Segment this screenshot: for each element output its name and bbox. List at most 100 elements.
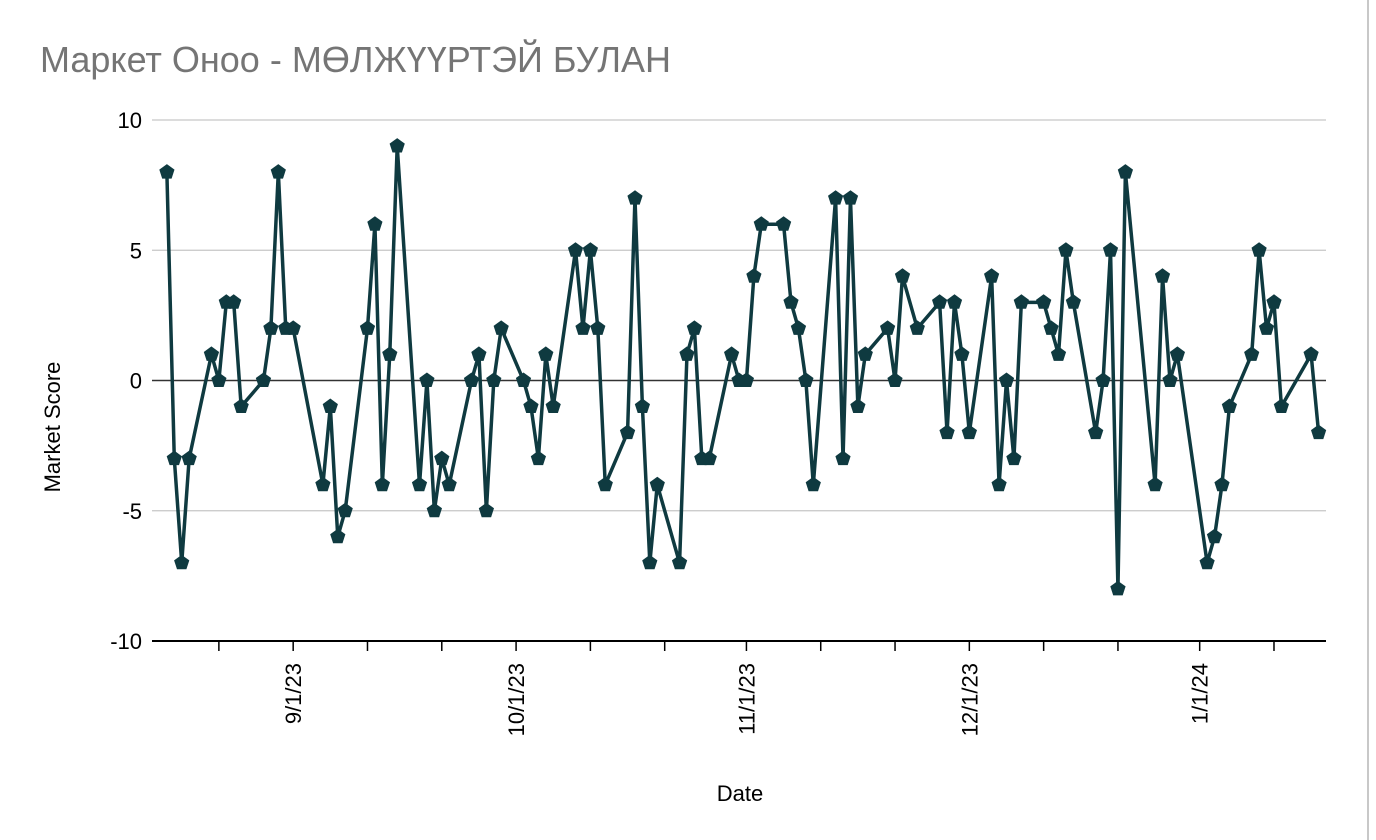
point bbox=[285, 320, 301, 335]
point bbox=[1102, 242, 1119, 257]
point bbox=[1244, 346, 1260, 361]
point bbox=[783, 294, 799, 309]
point bbox=[181, 450, 197, 466]
point bbox=[441, 476, 457, 492]
point bbox=[627, 190, 643, 205]
point bbox=[1013, 294, 1029, 309]
chart-title: Маркет Оноо - МӨЛЖҮҮРТЭЙ БУЛАН bbox=[40, 38, 671, 80]
point bbox=[523, 398, 539, 413]
point bbox=[1273, 398, 1289, 413]
y-tick-label: -10 bbox=[110, 629, 142, 654]
point bbox=[337, 502, 353, 518]
point bbox=[263, 320, 279, 335]
point bbox=[486, 372, 502, 387]
point bbox=[322, 398, 338, 413]
point bbox=[226, 294, 242, 309]
point bbox=[1206, 528, 1223, 544]
point bbox=[634, 398, 650, 413]
point bbox=[1169, 346, 1185, 361]
point bbox=[1088, 424, 1104, 440]
point bbox=[619, 424, 636, 440]
point bbox=[939, 424, 955, 440]
x-axis-label: Date bbox=[717, 781, 763, 806]
point bbox=[686, 320, 702, 335]
point bbox=[233, 398, 249, 413]
point bbox=[1162, 372, 1178, 387]
point bbox=[545, 398, 561, 413]
point bbox=[463, 372, 480, 387]
x-tick-label: 1/1/24 bbox=[1188, 663, 1213, 724]
point bbox=[159, 164, 175, 179]
point bbox=[1065, 294, 1081, 309]
point bbox=[887, 372, 903, 387]
point bbox=[850, 398, 866, 413]
point bbox=[1095, 372, 1111, 387]
point bbox=[270, 164, 286, 179]
point bbox=[515, 372, 532, 387]
point bbox=[478, 502, 494, 518]
point bbox=[1043, 320, 1059, 335]
point bbox=[530, 450, 546, 466]
point bbox=[538, 346, 554, 361]
point bbox=[1050, 346, 1067, 361]
point bbox=[835, 450, 851, 466]
x-tick-label: 12/1/23 bbox=[957, 663, 982, 736]
point bbox=[1147, 476, 1163, 492]
point bbox=[1006, 450, 1022, 466]
point bbox=[738, 372, 754, 387]
point bbox=[746, 268, 762, 283]
point bbox=[1154, 268, 1171, 283]
x-tick-label: 10/1/23 bbox=[504, 663, 529, 736]
point bbox=[471, 346, 487, 361]
point bbox=[1251, 242, 1267, 257]
point bbox=[753, 216, 769, 231]
y-tick-label: 10 bbox=[118, 108, 142, 133]
point bbox=[1311, 424, 1327, 440]
point bbox=[597, 476, 613, 492]
series-line bbox=[165, 144, 1321, 591]
point bbox=[1058, 242, 1074, 257]
point bbox=[724, 346, 740, 361]
point bbox=[330, 528, 346, 544]
point bbox=[649, 476, 665, 492]
point bbox=[166, 450, 182, 466]
point bbox=[790, 320, 807, 335]
point bbox=[701, 450, 717, 466]
point bbox=[567, 242, 584, 257]
point bbox=[828, 190, 844, 205]
point bbox=[1117, 164, 1133, 179]
y-tick-label: 5 bbox=[130, 238, 142, 263]
point bbox=[880, 320, 896, 335]
point bbox=[857, 346, 873, 361]
point bbox=[174, 554, 190, 570]
point bbox=[954, 346, 970, 361]
point bbox=[961, 424, 977, 440]
point bbox=[315, 476, 331, 492]
point bbox=[1266, 294, 1282, 309]
point bbox=[359, 320, 376, 335]
point bbox=[894, 268, 911, 283]
x-tick-label: 11/1/23 bbox=[734, 663, 759, 735]
point bbox=[842, 190, 859, 205]
y-tick-label: 0 bbox=[130, 369, 142, 394]
point bbox=[998, 372, 1015, 387]
point bbox=[211, 372, 227, 387]
point bbox=[1110, 580, 1126, 596]
point bbox=[991, 476, 1007, 492]
x-tick-label: 9/1/23 bbox=[281, 663, 306, 724]
point bbox=[590, 320, 606, 335]
point bbox=[679, 346, 695, 361]
point bbox=[374, 476, 390, 492]
point bbox=[411, 476, 428, 492]
point bbox=[389, 138, 405, 153]
point bbox=[776, 216, 792, 231]
point bbox=[382, 346, 398, 361]
point bbox=[582, 242, 598, 257]
point bbox=[1036, 294, 1052, 309]
point bbox=[434, 450, 450, 466]
point bbox=[493, 320, 509, 335]
point bbox=[642, 554, 658, 570]
point bbox=[909, 320, 925, 335]
point bbox=[1303, 346, 1319, 361]
